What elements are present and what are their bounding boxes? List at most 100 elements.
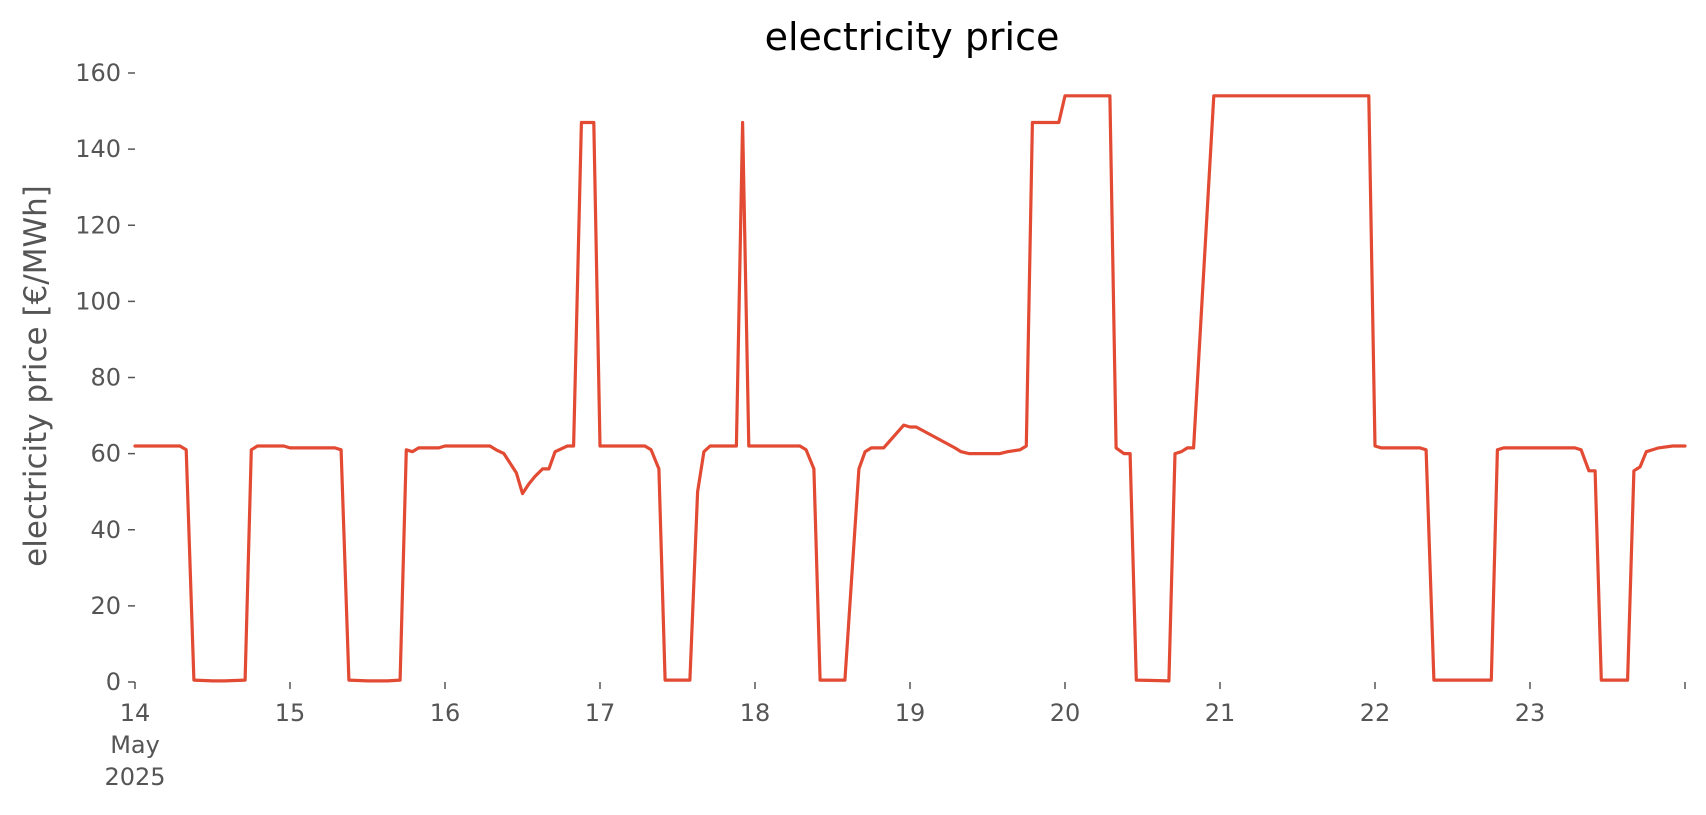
y-tick-label: 20 xyxy=(90,592,121,620)
data-point xyxy=(417,446,420,450)
data-point xyxy=(494,448,498,451)
y-tick-label: 80 xyxy=(90,364,121,392)
data-point xyxy=(1031,121,1034,124)
data-point xyxy=(1671,444,1674,448)
data-point xyxy=(747,444,750,448)
data-point xyxy=(804,448,808,451)
chart-title: electricity price xyxy=(765,15,1060,59)
data-point xyxy=(1600,678,1603,682)
data-point xyxy=(1006,450,1009,453)
data-point xyxy=(1638,465,1642,469)
data-point xyxy=(1496,448,1499,451)
y-tick-label: 140 xyxy=(75,135,121,163)
data-point xyxy=(1122,452,1126,455)
data-point xyxy=(405,448,408,451)
data-point xyxy=(1380,446,1383,450)
y-axis: 0 20 40 60 80 100 120 140 160 xyxy=(75,59,135,696)
data-point xyxy=(256,444,259,448)
data-point xyxy=(1192,446,1195,450)
data-point xyxy=(580,121,583,124)
data-point xyxy=(1626,678,1629,682)
data-point xyxy=(1424,448,1428,451)
data-point xyxy=(185,448,188,451)
data-point xyxy=(1593,469,1597,472)
data-point xyxy=(721,444,724,448)
data-point xyxy=(1657,446,1660,450)
data-point xyxy=(1579,448,1583,451)
data-point xyxy=(178,444,182,448)
data-point xyxy=(547,467,551,471)
data-point xyxy=(998,452,1002,455)
x-tick-label: 17 xyxy=(585,699,616,727)
data-point xyxy=(488,444,492,448)
y-axis-label: electricity price [€/MWh] xyxy=(18,185,54,567)
data-point xyxy=(663,678,667,682)
data-point xyxy=(915,425,918,429)
data-point xyxy=(818,678,822,682)
data-point xyxy=(223,679,227,683)
data-point xyxy=(1018,448,1022,451)
data-point xyxy=(282,444,285,448)
x-tick-label: 20 xyxy=(1050,699,1081,727)
data-point xyxy=(1114,446,1118,450)
x-tick-label: 18 xyxy=(740,699,771,727)
data-point xyxy=(521,492,524,495)
data-point xyxy=(1587,469,1591,472)
data-point xyxy=(967,452,971,455)
data-point xyxy=(953,446,957,450)
data-point xyxy=(1070,94,1073,98)
data-point xyxy=(515,471,518,474)
data-point xyxy=(541,467,544,471)
data-point xyxy=(443,444,447,448)
data-point xyxy=(882,446,885,450)
x-tick-label: 15 xyxy=(275,699,306,727)
data-point xyxy=(798,444,802,448)
x-tick-label: 2025 xyxy=(104,763,165,791)
x-tick-label: 16 xyxy=(430,699,461,727)
data-point xyxy=(959,450,963,453)
data-point xyxy=(1025,444,1028,448)
data-point xyxy=(735,444,738,448)
data-point xyxy=(708,444,712,448)
data-point xyxy=(1212,94,1216,98)
y-tick-label: 160 xyxy=(75,59,121,87)
data-point xyxy=(857,467,861,471)
data-point xyxy=(527,482,530,486)
data-point xyxy=(1367,94,1371,98)
data-point xyxy=(533,475,537,478)
data-point xyxy=(696,490,699,493)
x-tick-label: 14 xyxy=(120,699,151,727)
data-point xyxy=(339,448,343,451)
x-tick-label: 22 xyxy=(1360,699,1391,727)
data-point xyxy=(243,678,247,682)
data-point xyxy=(592,121,595,124)
data-point xyxy=(572,444,575,448)
data-point xyxy=(657,467,661,471)
data-point xyxy=(262,444,265,448)
data-point xyxy=(366,679,369,683)
data-point xyxy=(1683,444,1687,448)
data-point xyxy=(843,678,847,682)
data-point xyxy=(386,679,389,683)
data-point xyxy=(870,446,873,450)
data-point xyxy=(753,444,757,448)
data-point xyxy=(1225,94,1228,98)
data-point xyxy=(1186,446,1189,450)
data-point xyxy=(398,678,402,682)
data-point xyxy=(1418,446,1422,450)
data-point xyxy=(702,450,706,453)
data-point xyxy=(1180,450,1183,453)
data-point xyxy=(1645,450,1648,453)
data-point xyxy=(902,423,905,427)
data-point xyxy=(1632,469,1636,472)
data-point xyxy=(553,450,557,453)
data-point xyxy=(1167,679,1171,683)
data-point xyxy=(863,450,867,453)
data-point xyxy=(211,679,214,683)
data-point xyxy=(133,444,137,448)
data-point xyxy=(1502,446,1505,450)
data-point xyxy=(688,678,692,682)
data-point xyxy=(1128,452,1132,455)
